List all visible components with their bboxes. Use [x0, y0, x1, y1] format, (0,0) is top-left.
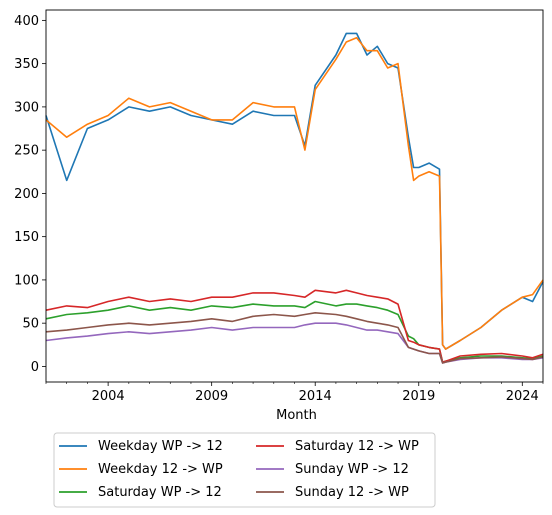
- legend-label: Saturday WP -> 12: [98, 485, 222, 500]
- x-tick-label: 2014: [299, 389, 332, 404]
- plot-frame: [45, 9, 544, 383]
- x-tick-label: 2009: [195, 389, 228, 404]
- series-line-4: [45, 289, 544, 363]
- y-tick-label: 350: [14, 57, 39, 72]
- x-tick-label: 2024: [506, 389, 539, 404]
- series-line-1: [45, 32, 544, 350]
- legend-label: Sunday WP -> 12: [295, 462, 409, 477]
- legend-label: Weekday WP -> 12: [98, 439, 223, 454]
- y-tick-label: 300: [14, 100, 39, 115]
- legend-label: Sunday 12 -> WP: [295, 485, 409, 500]
- x-axis: 2004 2009 2014 2019 2024: [45, 382, 544, 404]
- x-tick-label: 2004: [92, 389, 125, 404]
- y-tick-label: 200: [14, 187, 39, 202]
- y-tick-label: 250: [14, 144, 39, 159]
- series-line-6: [45, 311, 544, 364]
- series-line-2: [45, 36, 544, 350]
- x-tick-label: 2019: [402, 389, 435, 404]
- legend-box: [53, 432, 436, 508]
- plot-lines: [45, 32, 544, 364]
- legend-label: Saturday 12 -> WP: [295, 439, 419, 454]
- legend-label: Weekday 12 -> WP: [98, 462, 223, 477]
- y-tick-label: 400: [14, 14, 39, 29]
- y-tick-label: 100: [14, 273, 39, 288]
- y-tick-label: 0: [31, 360, 39, 375]
- y-tick-label: 150: [14, 230, 39, 245]
- x-axis-title: Month: [276, 408, 317, 423]
- y-axis: 0 50 100 150 200 250 300 350 400: [14, 14, 46, 375]
- legend: Weekday WP -> 12 Weekday 12 -> WP Saturday…: [53, 432, 436, 508]
- y-tick-label: 50: [22, 317, 39, 332]
